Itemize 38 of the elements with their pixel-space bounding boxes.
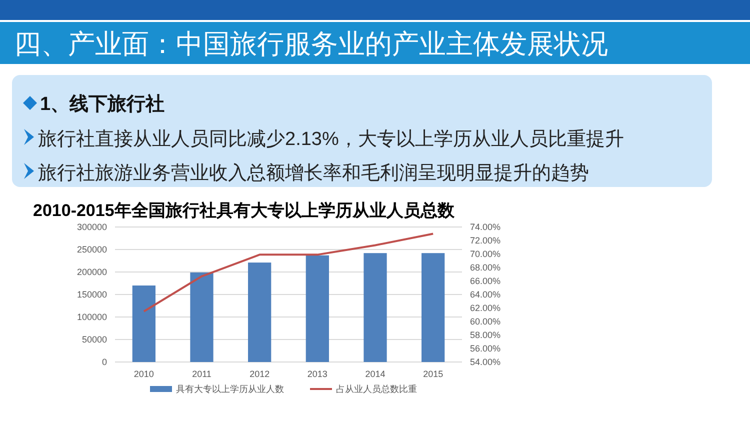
- y2-tick-label: 66.00%: [470, 276, 501, 286]
- y-tick-label: 250000: [76, 244, 107, 255]
- line-series: [142, 232, 434, 312]
- bar: [364, 253, 387, 362]
- y2-tick-label: 60.00%: [470, 316, 501, 327]
- text: 旅行社直接从业人员同比减少2.13%，大专以上学历从业人员比重提升: [38, 129, 624, 150]
- legend-label: 具有大专以上学历从业人数: [176, 384, 284, 394]
- x-tick-label: 2010: [134, 369, 154, 379]
- text: 旅行社旅游业务营业收入总额增长率和毛利润呈现明显提升的趋势: [38, 162, 589, 184]
- y2-tick-label: 72.00%: [470, 236, 501, 246]
- y2-tick-label: 70.00%: [470, 249, 501, 260]
- bar: [306, 255, 329, 362]
- bar: [132, 286, 156, 362]
- y2-tick-label: 62.00%: [470, 303, 501, 314]
- bar: [190, 272, 214, 362]
- y2-tick-label: 74.00%: [470, 222, 501, 232]
- text: 1、线下旅行社: [40, 93, 165, 115]
- y2-tick-label: 54.00%: [470, 357, 501, 368]
- y-tick-label: 150000: [76, 290, 107, 300]
- x-tick-label: 2013: [307, 369, 328, 379]
- y2-tick-label: 58.00%: [470, 330, 501, 340]
- x-tick-label: 2014: [365, 369, 386, 379]
- y-tick-label: 0: [102, 357, 107, 368]
- x-tick-label: 2015: [423, 369, 444, 379]
- text: 四、产业面：中国旅行服务业的产业主体发展状况: [14, 29, 608, 59]
- y-tick-label: 50000: [82, 334, 107, 345]
- legend-label: 占从业人员总数比重: [336, 384, 417, 394]
- y2-tick-label: 68.00%: [470, 262, 501, 273]
- y2-tick-label: 56.00%: [470, 344, 501, 354]
- y2-tick-label: 64.00%: [470, 290, 501, 300]
- x-tick-label: 2012: [250, 369, 270, 379]
- bar: [422, 253, 445, 362]
- y-tick-label: 100000: [76, 312, 107, 322]
- bar: [248, 262, 272, 362]
- y-tick-label: 200000: [76, 267, 107, 278]
- chart-title: 2010-2015年全国旅行社具有大专以上学历从业人员总数: [33, 201, 456, 220]
- x-tick-label: 2011: [192, 369, 212, 379]
- y-tick-label: 300000: [76, 222, 107, 232]
